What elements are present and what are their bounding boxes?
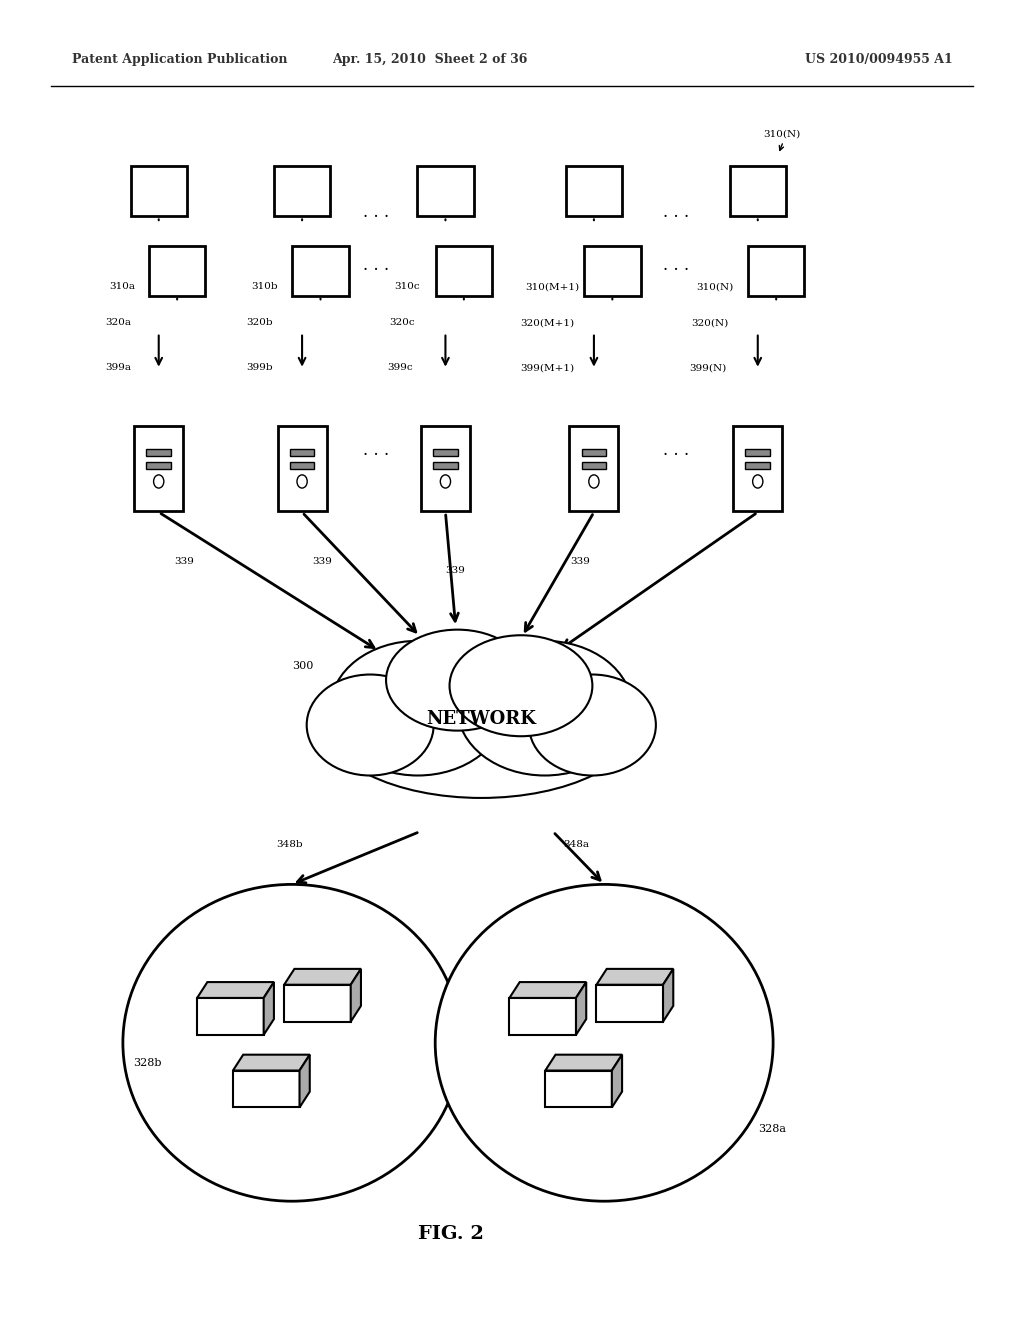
Text: 320b: 320b (246, 318, 272, 327)
Text: 348b: 348b (276, 841, 303, 849)
Bar (134, 425, 183, 511)
Text: 399c: 399c (387, 363, 413, 372)
Bar (233, 1071, 299, 1107)
Text: 399a: 399a (105, 363, 131, 372)
Polygon shape (264, 982, 274, 1035)
Text: 339: 339 (174, 557, 194, 565)
Polygon shape (545, 1055, 622, 1071)
Text: NETWORK: NETWORK (426, 710, 537, 729)
Bar (569, 425, 618, 511)
Text: 339: 339 (570, 557, 590, 565)
Text: 399(M+1): 399(M+1) (520, 363, 574, 372)
Polygon shape (197, 982, 274, 998)
Bar (433, 449, 458, 455)
Text: · · ·: · · · (362, 210, 389, 226)
Bar (290, 462, 314, 469)
Bar (146, 449, 171, 455)
Bar (582, 449, 606, 455)
Text: 339: 339 (445, 566, 465, 574)
Text: 320(M+1): 320(M+1) (520, 318, 574, 327)
Bar (131, 166, 186, 216)
Text: 348a: 348a (563, 841, 589, 849)
Bar (733, 425, 782, 511)
Bar (745, 462, 770, 469)
Bar (278, 425, 327, 511)
Bar (510, 998, 575, 1035)
Ellipse shape (458, 640, 632, 776)
Bar (290, 449, 314, 455)
Bar (273, 166, 330, 216)
Text: · · ·: · · · (663, 447, 689, 463)
Polygon shape (350, 969, 360, 1022)
Bar (293, 246, 348, 296)
Ellipse shape (435, 884, 773, 1201)
Polygon shape (664, 969, 674, 1022)
Text: 328b: 328b (133, 1057, 162, 1068)
Text: 310b: 310b (251, 282, 278, 292)
Text: 339: 339 (312, 557, 332, 565)
Text: 310a: 310a (110, 282, 135, 292)
Bar (729, 166, 786, 216)
Ellipse shape (528, 675, 656, 776)
Text: US 2010/0094955 A1: US 2010/0094955 A1 (805, 53, 952, 66)
Bar (418, 166, 473, 216)
Text: 310c: 310c (394, 282, 420, 292)
Circle shape (753, 475, 763, 488)
Ellipse shape (123, 884, 461, 1201)
Text: 399b: 399b (246, 363, 272, 372)
Polygon shape (299, 1055, 309, 1107)
Bar (584, 246, 641, 296)
Ellipse shape (386, 630, 528, 731)
Polygon shape (284, 969, 360, 985)
Polygon shape (510, 982, 586, 998)
Polygon shape (611, 1055, 622, 1107)
Polygon shape (596, 969, 674, 985)
Text: 320(N): 320(N) (691, 318, 728, 327)
Bar (197, 998, 264, 1035)
Bar (436, 246, 492, 296)
Text: Patent Application Publication: Patent Application Publication (72, 53, 287, 66)
Text: Apr. 15, 2010  Sheet 2 of 36: Apr. 15, 2010 Sheet 2 of 36 (333, 53, 527, 66)
Bar (748, 246, 805, 296)
Polygon shape (233, 1055, 309, 1071)
Bar (284, 985, 350, 1022)
Circle shape (297, 475, 307, 488)
Ellipse shape (331, 640, 505, 776)
Bar (545, 1071, 611, 1107)
Ellipse shape (307, 675, 434, 776)
Text: · · ·: · · · (362, 447, 389, 463)
Text: 310(N): 310(N) (763, 129, 800, 139)
Bar (565, 166, 623, 216)
Text: · · ·: · · · (663, 210, 689, 226)
Bar (582, 462, 606, 469)
Text: · · ·: · · · (362, 263, 389, 279)
Text: 300: 300 (292, 660, 313, 671)
Text: FIG. 2: FIG. 2 (418, 1225, 483, 1243)
Text: · · ·: · · · (663, 263, 689, 279)
Bar (596, 985, 664, 1022)
Bar (745, 449, 770, 455)
Ellipse shape (450, 635, 592, 737)
Circle shape (154, 475, 164, 488)
Text: 328a: 328a (758, 1123, 785, 1134)
Circle shape (440, 475, 451, 488)
Circle shape (589, 475, 599, 488)
Text: 310(M+1): 310(M+1) (525, 282, 580, 292)
Bar (433, 462, 458, 469)
Bar (150, 246, 205, 296)
Text: 320a: 320a (105, 318, 131, 327)
Text: 399(N): 399(N) (689, 363, 726, 372)
Polygon shape (575, 982, 586, 1035)
Text: 310(N): 310(N) (696, 282, 733, 292)
Bar (421, 425, 470, 511)
Bar (146, 462, 171, 469)
Text: 320c: 320c (389, 318, 415, 327)
Ellipse shape (323, 642, 640, 797)
